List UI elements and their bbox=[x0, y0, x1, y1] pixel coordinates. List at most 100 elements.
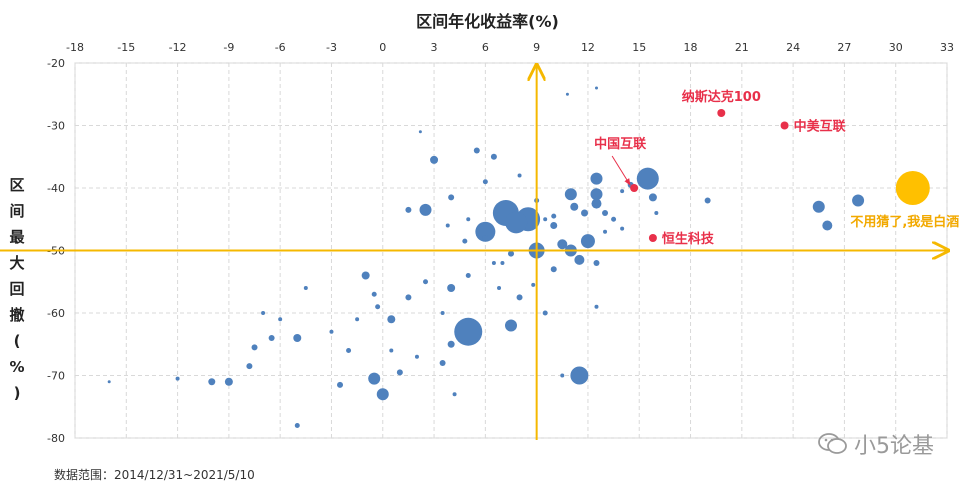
fund-point bbox=[517, 173, 522, 178]
watermark-text: 小5论基 bbox=[854, 434, 934, 459]
fund-point bbox=[565, 92, 569, 96]
fund-point bbox=[454, 317, 483, 346]
fund-point bbox=[303, 286, 308, 290]
x-tick-label: -9 bbox=[223, 41, 234, 54]
x-tick-label: 3 bbox=[431, 41, 438, 54]
fund-point bbox=[550, 222, 558, 229]
x-tick-label: 30 bbox=[889, 41, 903, 54]
fund-point bbox=[497, 286, 502, 290]
fund-point bbox=[405, 206, 412, 213]
fund-point bbox=[531, 282, 536, 287]
highlight-label: 中国互联 bbox=[594, 136, 646, 152]
watermark: 小5论基 bbox=[818, 428, 934, 460]
fund-point bbox=[543, 217, 548, 222]
fund-point bbox=[462, 238, 468, 244]
y-tick-label: -20 bbox=[47, 57, 65, 70]
fund-point bbox=[396, 369, 403, 376]
fund-point bbox=[570, 202, 579, 211]
fund-point bbox=[482, 179, 488, 185]
fund-point bbox=[602, 210, 609, 216]
fund-point bbox=[591, 198, 602, 209]
y-axis-label-char: ) bbox=[13, 384, 21, 402]
fund-point bbox=[580, 234, 595, 249]
x-tick-label: 12 bbox=[581, 41, 595, 54]
fund-point bbox=[246, 363, 253, 370]
fund-point bbox=[448, 194, 455, 201]
fund-point bbox=[361, 271, 370, 280]
point-hengsheng-tech bbox=[648, 234, 657, 242]
fund-point bbox=[593, 260, 600, 266]
fund-point bbox=[581, 209, 589, 217]
y-tick-label: -30 bbox=[47, 120, 65, 133]
fund-point bbox=[560, 373, 565, 378]
x-tick-label: 24 bbox=[786, 41, 800, 54]
fund-point bbox=[516, 294, 523, 301]
x-tick-label: 15 bbox=[632, 41, 646, 54]
fund-point bbox=[594, 304, 599, 309]
fund-point bbox=[505, 211, 528, 234]
fund-point bbox=[466, 217, 471, 222]
fund-point bbox=[590, 188, 603, 201]
fund-point bbox=[508, 250, 514, 257]
fund-point bbox=[261, 311, 266, 315]
wechat-icon bbox=[818, 433, 847, 454]
fund-point bbox=[419, 203, 432, 216]
y-axis-label-char: ( bbox=[13, 332, 21, 350]
y-tick-label: -40 bbox=[47, 182, 65, 195]
data-range-note: 数据范围：2014/12/31~2021/5/10 bbox=[54, 468, 255, 482]
fund-point bbox=[620, 189, 625, 194]
fund-point bbox=[603, 229, 608, 234]
chart-title: 区间年化收益率(%) bbox=[416, 12, 559, 31]
fund-point bbox=[648, 193, 657, 202]
fund-point bbox=[465, 273, 471, 278]
fund-point bbox=[822, 220, 833, 231]
fund-point bbox=[389, 348, 394, 353]
fund-point bbox=[371, 291, 377, 297]
fund-point bbox=[447, 284, 456, 292]
y-axis-label-char: 大 bbox=[9, 254, 25, 272]
x-tick-label: 9 bbox=[533, 41, 540, 54]
fund-point bbox=[490, 153, 497, 160]
fund-point bbox=[251, 344, 258, 351]
fund-point bbox=[654, 211, 659, 215]
x-tick-label: 21 bbox=[735, 41, 749, 54]
fund-point bbox=[594, 86, 598, 90]
fund-point bbox=[376, 388, 389, 401]
fund-point bbox=[293, 334, 302, 342]
fund-point bbox=[473, 147, 480, 154]
x-tick-label: -6 bbox=[275, 41, 286, 54]
fund-point bbox=[564, 188, 577, 201]
fund-point bbox=[337, 381, 344, 388]
fund-point bbox=[268, 335, 275, 341]
fund-point bbox=[107, 380, 111, 384]
fund-point bbox=[812, 200, 825, 213]
fund-point bbox=[557, 239, 568, 250]
fund-point bbox=[475, 221, 496, 242]
fund-point bbox=[447, 340, 455, 348]
fund-point bbox=[439, 360, 446, 366]
fund-point bbox=[387, 315, 396, 324]
fund-point bbox=[375, 304, 381, 310]
fund-point bbox=[440, 311, 445, 315]
fund-point bbox=[368, 372, 381, 385]
fund-point bbox=[491, 261, 496, 265]
fund-point bbox=[574, 254, 585, 265]
highlight-label: 纳斯达克100 bbox=[682, 89, 761, 105]
x-tick-label: 0 bbox=[379, 41, 386, 54]
fund-point bbox=[423, 279, 429, 285]
fund-point bbox=[418, 130, 422, 134]
fund-point bbox=[550, 266, 557, 273]
fund-point bbox=[452, 392, 457, 397]
fund-point bbox=[551, 213, 557, 219]
y-tick-label: -70 bbox=[47, 370, 65, 383]
fund-point bbox=[590, 172, 603, 185]
fund-point bbox=[500, 261, 505, 265]
fund-point bbox=[445, 223, 450, 228]
y-axis-label-char: % bbox=[9, 358, 25, 376]
y-tick-label: -60 bbox=[47, 307, 65, 320]
fund-point bbox=[329, 329, 334, 334]
y-axis-label-char: 最 bbox=[9, 228, 25, 246]
fund-point bbox=[278, 317, 283, 322]
fund-point bbox=[405, 294, 412, 301]
highlight-label: 恒生科技 bbox=[662, 231, 715, 247]
